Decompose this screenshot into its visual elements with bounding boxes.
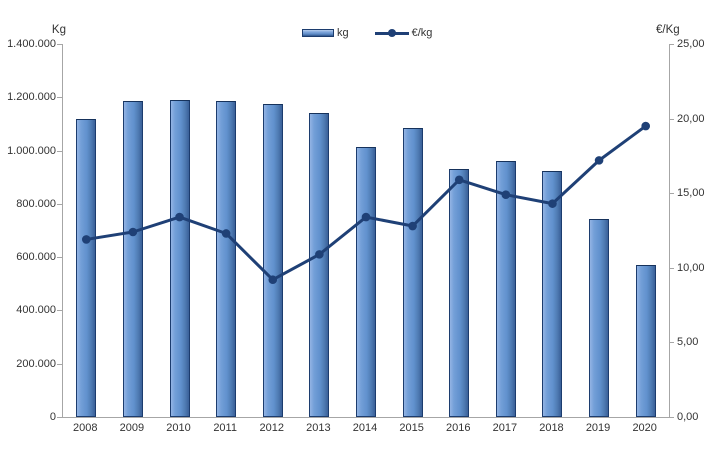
x-axis-label-2009: 2009 [119,422,145,434]
x-axis-label-2010: 2010 [166,422,191,434]
tick-mark [57,44,62,45]
right-axis-tick-label: 15,00 [677,187,705,200]
price-line[interactable] [86,124,647,282]
line-point-2009[interactable] [128,227,138,237]
bar-2014[interactable] [356,146,376,417]
bar-2017[interactable] [495,161,516,417]
tick-mark [57,363,62,365]
left-axis-tick-label: 800.000 [16,197,56,210]
bar-2009[interactable] [122,101,143,417]
legend-item-eur-per-kg[interactable]: €/kg [374,27,433,39]
legend-item-kg[interactable]: kg [302,27,349,39]
left-axis-tick-label: 200.000 [16,357,56,370]
x-axis-label-2019: 2019 [585,422,611,434]
line-series-swatch-icon [374,28,409,38]
right-axis-tick-label: 25,00 [677,38,705,50]
line-point-2017[interactable] [501,190,511,199]
tick-mark [57,310,62,312]
tick-mark [57,97,62,99]
bar-2020[interactable] [635,265,656,417]
bar-series-swatch-icon [302,29,334,37]
x-axis-label-2018: 2018 [539,422,564,434]
bar-2012[interactable] [262,103,283,417]
bar-2018[interactable] [542,170,563,417]
x-axis-label-2012: 2012 [259,422,284,434]
left-axis-title: Kg [51,24,66,36]
x-axis-label-2015: 2015 [399,422,424,434]
bar-2011[interactable] [216,101,237,417]
tick-mark [669,118,674,120]
left-axis-tick-label: 600.000 [16,251,56,264]
bar-2013[interactable] [309,113,330,417]
right-axis-tick-label: 0,00 [677,411,699,423]
tick-mark [57,257,62,259]
x-axis-label-2016: 2016 [445,422,471,434]
line-point-2020[interactable] [641,121,650,131]
legend: kg €/kg [302,27,432,39]
bar-2016[interactable] [449,169,470,417]
line-point-2012[interactable] [268,275,278,285]
x-axis-label-2014: 2014 [352,422,378,434]
tick-mark [57,203,62,205]
tick-mark [669,417,674,418]
line-point-2014[interactable] [361,212,371,222]
line-point-2013[interactable] [315,250,324,259]
bar-2010[interactable] [169,99,190,417]
line-point-2015[interactable] [408,221,417,231]
bar-2015[interactable] [402,127,423,417]
left-axis-tick-label: 400.000 [16,304,56,317]
x-axis-label-2017: 2017 [492,422,518,434]
plot-area [62,44,670,418]
tick-mark [669,44,674,45]
right-axis-tick-label: 10,00 [677,261,705,274]
x-axis-label-2013: 2013 [306,422,331,434]
tick-mark [57,150,62,152]
line-point-2019[interactable] [594,156,604,165]
right-axis-tick-label: 5,00 [677,336,699,349]
legend-label-eur-per-kg: €/kg [411,27,433,39]
left-axis-tick-label: 1.000.000 [7,144,56,157]
line-point-2018[interactable] [548,199,557,208]
bar-2008[interactable] [76,118,97,417]
left-axis-tick-label: 1.200.000 [7,91,56,104]
left-axis-tick-label: 0 [49,411,56,423]
line-point-2011[interactable] [221,229,231,238]
tick-mark [669,267,674,269]
tick-mark [669,342,674,344]
right-axis-tick-label: 20,00 [677,112,705,125]
price-line-layer [82,121,650,285]
bar-2019[interactable] [589,218,610,417]
legend-label-kg: kg [337,27,349,39]
line-point-2016[interactable] [454,175,464,185]
right-axis-title: €/Kg [656,24,680,36]
x-axis-label-2011: 2011 [213,422,237,434]
line-point-2010[interactable] [175,212,184,222]
left-axis-tick-label: 1.400.000 [7,38,56,50]
x-axis-label-2020: 2020 [632,422,657,434]
tick-mark [57,417,62,418]
line-point-2008[interactable] [82,235,91,244]
tick-mark [669,193,674,195]
x-axis-label-2008: 2008 [73,422,98,434]
